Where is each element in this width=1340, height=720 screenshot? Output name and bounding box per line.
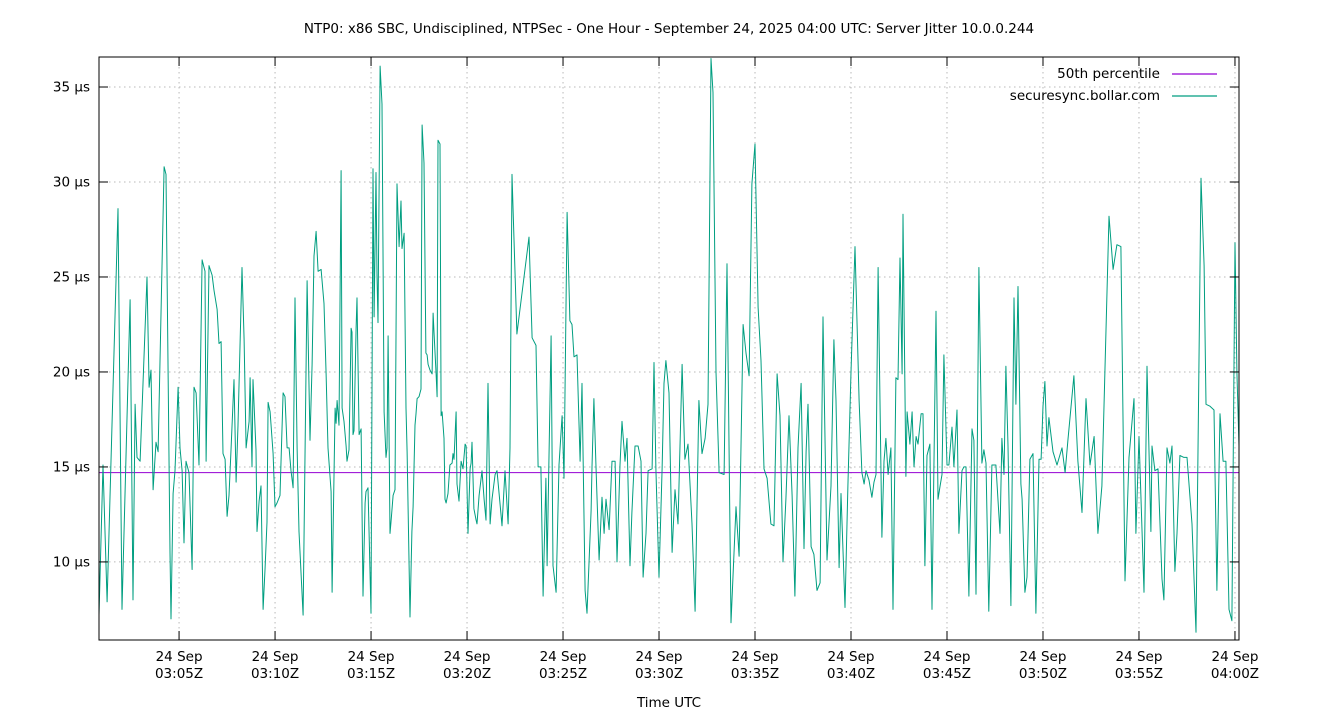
y-tick-label: 35 µs xyxy=(53,80,90,96)
x-tick-label: 03:35Z xyxy=(731,666,779,682)
x-tick-label: 24 Sep xyxy=(828,649,875,665)
x-axis-title: Time UTC xyxy=(636,695,701,711)
x-tick-label: 03:15Z xyxy=(347,666,395,682)
chart-title: NTP0: x86 SBC, Undisciplined, NTPSec - O… xyxy=(304,21,1034,37)
legend: 50th percentile securesync.bollar.com xyxy=(1010,66,1217,104)
x-tick-label: 24 Sep xyxy=(348,649,395,665)
y-tick-label: 20 µs xyxy=(53,364,90,380)
x-tick-label: 03:50Z xyxy=(1019,666,1067,682)
x-tick-label: 24 Sep xyxy=(1020,649,1067,665)
series-layer xyxy=(98,58,1240,633)
x-tick-label: 24 Sep xyxy=(1116,649,1163,665)
x-tick-label: 24 Sep xyxy=(1212,649,1259,665)
x-tick-label: 04:00Z xyxy=(1211,666,1259,682)
plot-border xyxy=(98,56,1240,641)
x-tick-label: 24 Sep xyxy=(636,649,683,665)
x-tick-label: 03:30Z xyxy=(635,666,683,682)
jitter-line xyxy=(98,58,1240,633)
legend-label: 50th percentile xyxy=(1057,66,1160,82)
x-tick-label: 03:40Z xyxy=(827,666,875,682)
legend-label: securesync.bollar.com xyxy=(1010,88,1160,104)
y-tick-label: 15 µs xyxy=(53,459,90,475)
x-tick-label: 03:45Z xyxy=(923,666,971,682)
x-tick-label: 24 Sep xyxy=(156,649,203,665)
y-tick-label: 30 µs xyxy=(53,174,90,190)
x-tick-label: 24 Sep xyxy=(540,649,587,665)
x-tick-label: 24 Sep xyxy=(252,649,299,665)
frame-layer xyxy=(98,56,1240,641)
y-tick-label: 25 µs xyxy=(53,269,90,285)
y-tick-label: 10 µs xyxy=(53,554,90,570)
x-tick-label: 03:55Z xyxy=(1115,666,1163,682)
x-tick-label: 03:05Z xyxy=(155,666,203,682)
x-tick-label: 03:20Z xyxy=(443,666,491,682)
x-tick-label: 03:25Z xyxy=(539,666,587,682)
grid-layer xyxy=(99,57,1239,640)
x-tick-label: 24 Sep xyxy=(444,649,491,665)
x-tick-label: 24 Sep xyxy=(732,649,779,665)
x-tick-label: 03:10Z xyxy=(251,666,299,682)
x-tick-label: 24 Sep xyxy=(924,649,971,665)
